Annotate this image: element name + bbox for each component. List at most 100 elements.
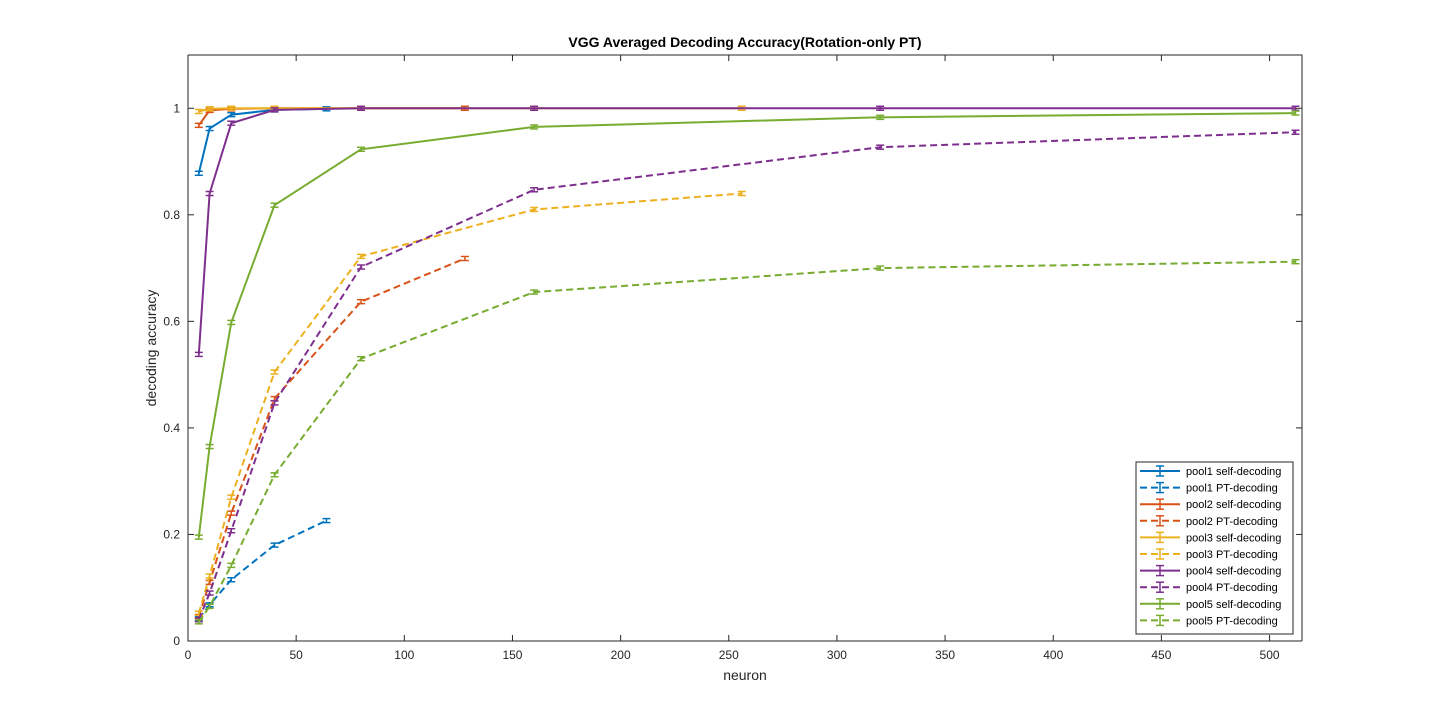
legend-label: pool3 PT-decoding bbox=[1186, 549, 1278, 561]
error-bar-point bbox=[205, 106, 214, 112]
legend-entry: pool4 PT-decoding bbox=[1140, 581, 1278, 594]
error-bar-point bbox=[227, 510, 236, 516]
error-bar-point bbox=[737, 190, 746, 197]
error-bar-point bbox=[205, 590, 214, 596]
error-bar-point bbox=[530, 124, 539, 130]
legend-label: pool2 PT-decoding bbox=[1186, 516, 1278, 528]
x-tick-label: 250 bbox=[719, 648, 739, 662]
error-bar-point bbox=[227, 576, 236, 583]
error-bar-point bbox=[357, 355, 366, 362]
legend-label: pool1 self-decoding bbox=[1186, 466, 1281, 478]
y-tick-label: 0.2 bbox=[163, 527, 180, 541]
x-tick-label: 300 bbox=[827, 648, 847, 662]
error-bar-point bbox=[194, 619, 203, 625]
error-bar-point bbox=[227, 120, 236, 126]
series-line-pool3-pt-decoding bbox=[197, 192, 742, 614]
error-bar-point bbox=[1291, 110, 1300, 116]
legend-entry: pool3 PT-decoding bbox=[1140, 548, 1278, 561]
x-tick-label: 150 bbox=[502, 648, 522, 662]
series-line-pool1-pt-decoding bbox=[198, 519, 327, 620]
error-bar-point bbox=[270, 202, 279, 208]
error-bar-point bbox=[227, 105, 236, 112]
error-bar-point bbox=[270, 369, 279, 375]
y-tick-label: 0.6 bbox=[163, 314, 180, 328]
error-bar-point bbox=[227, 494, 236, 500]
error-bar-point bbox=[322, 517, 331, 524]
error-bar-point bbox=[227, 562, 236, 569]
error-bar-point bbox=[270, 542, 279, 548]
error-bar-point bbox=[1291, 105, 1300, 112]
legend: pool1 self-decoding pool1 PT-decoding pool… bbox=[1135, 461, 1294, 635]
x-tick-label: 50 bbox=[289, 648, 303, 662]
error-bar-point bbox=[205, 573, 214, 579]
error-bar-point bbox=[205, 443, 214, 450]
legend-entry: pool2 self-decoding bbox=[1140, 498, 1281, 511]
axes bbox=[187, 54, 1303, 642]
error-bar-point bbox=[357, 146, 366, 153]
error-bar-point bbox=[227, 319, 236, 326]
error-bar-point bbox=[357, 253, 366, 260]
error-bar-point bbox=[194, 122, 203, 129]
series-line-pool2-self-decoding bbox=[197, 107, 465, 126]
x-tick-label: 100 bbox=[394, 648, 414, 662]
error-bar-point bbox=[530, 187, 539, 193]
y-tick-label: 0.8 bbox=[163, 208, 180, 222]
ticks: 0 50 100 150 200 250 300 350 400 450 500 0 0.2 0.4 0.6… bbox=[163, 55, 1302, 662]
series-line-pool5-self-decoding bbox=[197, 112, 1296, 538]
error-bar-point bbox=[194, 534, 203, 540]
error-bar-point bbox=[227, 527, 236, 534]
error-bar-point bbox=[270, 472, 279, 478]
error-bar-point bbox=[876, 144, 885, 150]
legend-entry: pool4 self-decoding bbox=[1140, 564, 1281, 578]
error-bar-point bbox=[270, 107, 279, 113]
legend-label: pool3 self-decoding bbox=[1186, 532, 1281, 544]
error-bar-point bbox=[205, 125, 214, 132]
legend-label: pool1 PT-decoding bbox=[1186, 483, 1278, 495]
x-axis-label: neuron bbox=[723, 667, 767, 683]
legend-entry: pool3 self-decoding bbox=[1140, 531, 1281, 544]
error-bar-point bbox=[460, 255, 469, 262]
legend-label: pool5 self-decoding bbox=[1186, 599, 1281, 611]
x-tick-label: 0 bbox=[185, 648, 192, 662]
axis-frame-top-right bbox=[188, 54, 1303, 641]
legend-entry: pool5 PT-decoding bbox=[1140, 614, 1278, 627]
error-bar-point bbox=[530, 289, 539, 295]
error-bar-point bbox=[876, 105, 885, 112]
legend-entry: pool2 PT-decoding bbox=[1140, 515, 1278, 528]
error-bar-point bbox=[357, 298, 366, 305]
y-axis-label: decoding accuracy bbox=[143, 290, 159, 407]
error-bar-point bbox=[227, 111, 236, 118]
error-bar-point bbox=[194, 351, 203, 358]
legend-box bbox=[1135, 461, 1294, 635]
error-bar-point bbox=[270, 400, 279, 406]
y-tick-label: 1 bbox=[173, 101, 180, 115]
series-line-pool4-pt-decoding bbox=[197, 131, 1296, 621]
axis-frame-left-bottom bbox=[187, 55, 1302, 642]
series-line-pool2-pt-decoding bbox=[197, 257, 466, 617]
error-bar-point bbox=[205, 190, 214, 197]
legend-entry: pool1 PT-decoding bbox=[1140, 481, 1278, 495]
error-bar-point bbox=[876, 114, 885, 121]
error-bar-point bbox=[876, 265, 885, 271]
legend-label: pool4 self-decoding bbox=[1186, 566, 1281, 578]
chart-title: VGG Averaged Decoding Accuracy(Rotation-… bbox=[568, 34, 921, 50]
error-bar-point bbox=[357, 105, 366, 112]
legend-label: pool5 PT-decoding bbox=[1186, 615, 1278, 627]
x-tick-label: 500 bbox=[1260, 648, 1280, 662]
plot-series bbox=[194, 105, 1300, 625]
x-tick-label: 450 bbox=[1151, 648, 1171, 662]
legend-entry: pool1 self-decoding bbox=[1140, 465, 1281, 478]
y-tick-label: 0.4 bbox=[163, 421, 180, 435]
error-bar-point bbox=[530, 105, 539, 112]
error-bar-point bbox=[205, 603, 214, 610]
error-bar-point bbox=[357, 264, 366, 270]
x-tick-label: 350 bbox=[935, 648, 955, 662]
series-line-pool4-self-decoding bbox=[197, 107, 1296, 355]
legend-label: pool4 PT-decoding bbox=[1186, 582, 1278, 594]
legend-label: pool2 self-decoding bbox=[1186, 499, 1281, 511]
x-tick-label: 200 bbox=[611, 648, 631, 662]
error-bar-point bbox=[194, 170, 203, 177]
error-bar-point bbox=[194, 108, 203, 115]
